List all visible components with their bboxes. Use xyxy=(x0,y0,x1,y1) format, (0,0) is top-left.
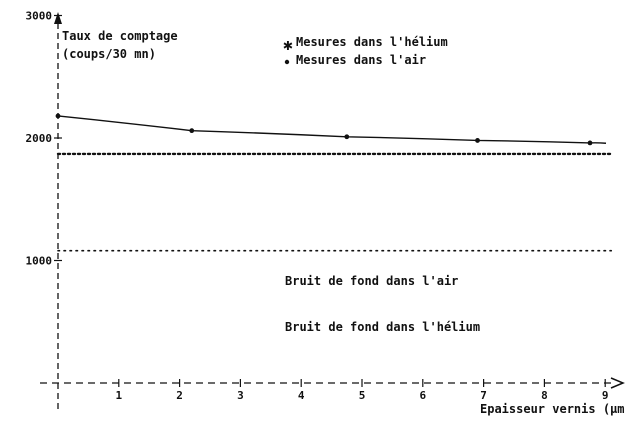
y-tick-label: 1000 xyxy=(26,255,53,268)
data-point-dot xyxy=(55,113,61,119)
series-layer: ✱✱✱✱✱ xyxy=(55,113,607,146)
legend-label-helium: Mesures dans l'hélium xyxy=(296,35,448,49)
x-tick-label: 7 xyxy=(480,389,487,402)
x-tick-label: 3 xyxy=(237,389,244,402)
x-tick-label: 4 xyxy=(298,389,305,402)
y-tick-label: 3000 xyxy=(26,10,53,23)
axes xyxy=(40,12,625,409)
legend-marker-dot xyxy=(284,59,290,65)
data-point-dot xyxy=(587,140,593,146)
annotation-bruit-helium: Bruit de fond dans l'hélium xyxy=(285,320,480,334)
data-point-dot xyxy=(475,138,480,143)
x-tick-label: 2 xyxy=(176,389,183,402)
x-tick-label: 5 xyxy=(359,389,366,402)
legend: ✱ Mesures dans l'hélium Mesures dans l'a… xyxy=(283,35,448,67)
data-point-dot xyxy=(189,128,195,134)
x-axis-title: Epaisseur vernis (μm) xyxy=(480,402,625,416)
x-tick-label: 6 xyxy=(419,389,426,402)
data-point-dot xyxy=(344,134,350,140)
x-axis-arrowhead xyxy=(610,377,625,389)
legend-label-air: Mesures dans l'air xyxy=(296,53,426,67)
x-tick-label: 1 xyxy=(115,389,122,402)
legend-marker-star: ✱ xyxy=(283,35,293,54)
y-tick-label: 2000 xyxy=(26,132,53,145)
y-ticks: 10002000300040005000 xyxy=(26,10,62,268)
x-tick-label: 8 xyxy=(541,389,548,402)
x-ticks: 1 2 3 4 5 6 7 8 9 xyxy=(115,379,609,402)
reference-lines xyxy=(56,152,613,252)
y-axis-title-line1: Taux de comptage xyxy=(62,29,178,43)
y-axis-title-line2: (coups/30 mn) xyxy=(62,47,156,61)
x-tick-label: 9 xyxy=(602,389,609,402)
annotation-bruit-air: Bruit de fond dans l'air xyxy=(285,274,458,288)
series-line xyxy=(57,115,607,144)
y-axis-arrowhead xyxy=(54,12,62,24)
